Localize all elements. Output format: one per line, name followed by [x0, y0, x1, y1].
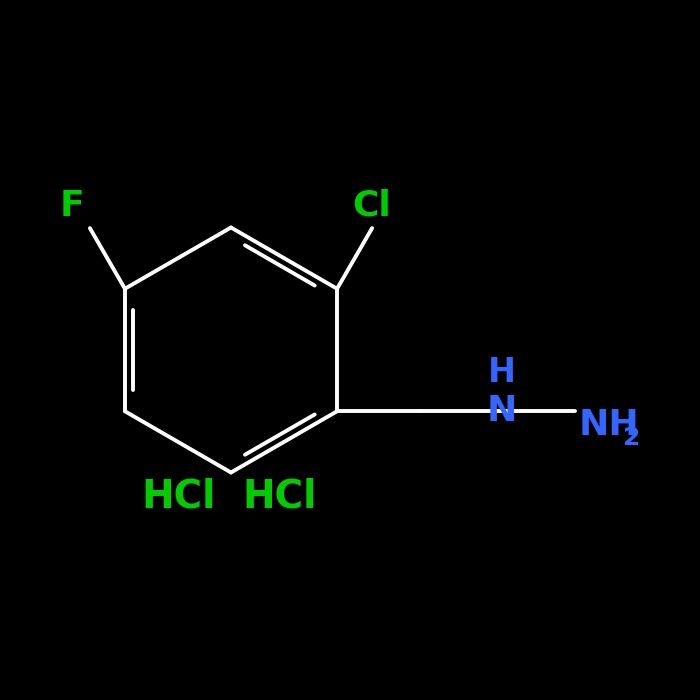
Text: Cl: Cl	[353, 188, 391, 223]
Text: HCl: HCl	[243, 478, 317, 516]
Text: H: H	[488, 356, 516, 389]
Text: 2: 2	[623, 426, 640, 450]
Text: F: F	[60, 188, 84, 223]
Text: HCl: HCl	[141, 478, 216, 516]
Text: N: N	[486, 394, 517, 428]
Text: NH: NH	[579, 408, 639, 442]
